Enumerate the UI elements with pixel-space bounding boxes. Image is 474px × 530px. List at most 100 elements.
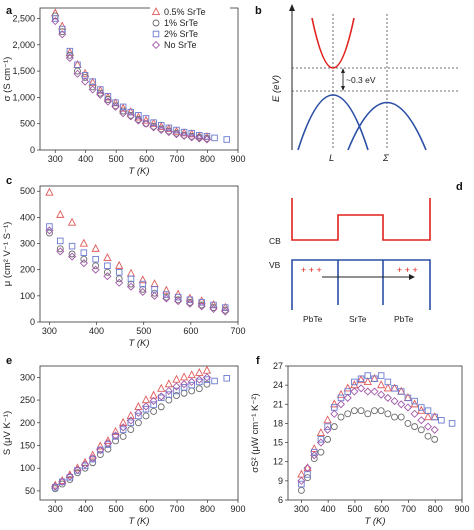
data-point <box>96 85 105 94</box>
vb-label: VB <box>269 260 281 270</box>
data-point <box>135 112 142 119</box>
data-point <box>56 209 65 218</box>
legend-marker <box>152 30 160 38</box>
x-tick-label: 300 <box>294 504 309 514</box>
data-point <box>371 375 378 383</box>
gap-label: ~0.3 eV <box>346 75 376 85</box>
series-diamond <box>51 373 211 491</box>
data-point <box>210 301 217 309</box>
cb-label: CB <box>269 236 281 246</box>
data-point <box>104 93 112 100</box>
data-point <box>112 99 119 106</box>
y-axis-label: σS² (μW cm⁻¹ K⁻²) <box>250 393 261 472</box>
data-point <box>203 376 211 383</box>
y-tick-label: 2,000 <box>12 40 35 50</box>
data-point <box>324 423 331 430</box>
data-point <box>127 108 135 116</box>
data-point <box>92 262 100 270</box>
data-point <box>79 238 88 247</box>
data-point <box>438 416 445 424</box>
data-point <box>223 136 230 143</box>
data-point <box>81 77 90 86</box>
data-point <box>103 253 112 261</box>
legend-marker <box>152 19 160 27</box>
x-tick-label: 900 <box>230 504 245 514</box>
data-point <box>104 262 111 270</box>
data-point <box>310 448 318 456</box>
data-point <box>119 109 128 118</box>
data-point <box>363 387 372 396</box>
data-point <box>356 375 366 384</box>
data-point <box>134 116 143 125</box>
data-point <box>350 407 358 415</box>
conduction-band <box>311 17 355 69</box>
data-point <box>223 375 230 382</box>
data-point <box>164 128 173 137</box>
data-point <box>198 299 205 306</box>
data-point <box>187 377 196 386</box>
data-point <box>127 280 135 288</box>
data-point <box>180 389 188 397</box>
data-point <box>330 409 339 418</box>
data-point <box>138 275 147 284</box>
data-point <box>364 410 372 418</box>
panel-label-d: d <box>456 181 463 193</box>
y-axis-label: σ (S cm⁻¹) <box>2 57 13 102</box>
data-point <box>74 67 81 75</box>
data-point <box>384 410 392 418</box>
data-point <box>185 299 194 308</box>
pbte-right-label: PbTe <box>394 314 414 324</box>
x-tick-label: 600 <box>139 504 154 514</box>
plot-frame <box>39 185 239 323</box>
series-triangle <box>45 187 230 311</box>
data-point <box>174 293 182 301</box>
data-point <box>51 17 60 26</box>
data-point <box>68 252 77 261</box>
data-point <box>297 486 305 494</box>
series-circle <box>51 380 211 493</box>
x-tick-label: 700 <box>170 154 185 164</box>
y-tick-label: 27 <box>273 361 283 371</box>
y-tick-label: 500 <box>20 186 35 196</box>
data-point <box>127 426 135 434</box>
data-point <box>357 375 365 383</box>
data-point <box>303 464 312 473</box>
panel-label-f: f <box>256 355 260 367</box>
data-point <box>337 394 345 402</box>
data-point <box>151 289 159 297</box>
y-tick-label: 1,000 <box>12 92 35 102</box>
data-point <box>68 242 76 250</box>
data-point <box>185 293 195 302</box>
x-tick-label: 600 <box>139 154 154 164</box>
gap-arrow-head-bottom <box>341 86 345 91</box>
data-point <box>209 304 218 313</box>
legend-marker <box>151 40 161 50</box>
x-tick-label: 800 <box>200 504 215 514</box>
data-point <box>364 372 372 379</box>
data-point <box>142 115 150 122</box>
y-tick-label: 250 <box>20 395 35 405</box>
data-point <box>180 384 188 391</box>
data-point <box>363 377 372 386</box>
data-point <box>157 392 166 401</box>
data-point <box>310 451 319 460</box>
data-point <box>65 53 74 62</box>
data-point <box>66 47 74 55</box>
pbte-left-label: PbTe <box>303 314 323 324</box>
gap-arrow-head-top <box>341 68 345 73</box>
data-point <box>211 377 218 385</box>
data-point <box>45 187 54 196</box>
data-point <box>186 296 194 304</box>
x-tick-label: 500 <box>136 326 151 336</box>
data-point <box>431 413 438 421</box>
series-diamond <box>45 226 230 316</box>
data-point <box>357 384 366 393</box>
data-point <box>424 432 432 440</box>
data-point <box>195 375 204 384</box>
data-point <box>197 302 206 311</box>
data-point <box>142 412 150 420</box>
chart-f: 300 400 500 600 700 800 900 6 9 12 15 18 21 24 27 T (K)… <box>250 361 470 527</box>
data-point <box>111 102 120 111</box>
data-point <box>195 131 204 140</box>
